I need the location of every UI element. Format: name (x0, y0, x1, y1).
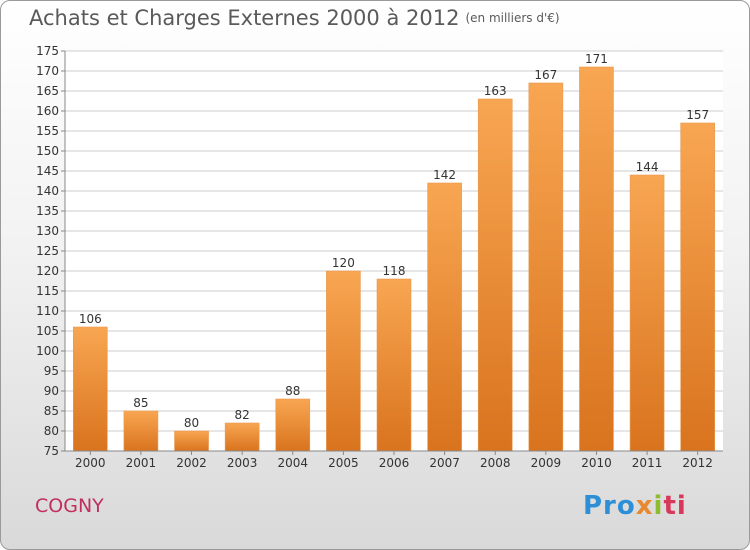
bar-2006 (376, 278, 412, 452)
y-tick-label: 145 (36, 164, 59, 178)
y-tick-label: 130 (36, 224, 59, 238)
y-tick-label: 140 (36, 184, 59, 198)
value-label-2007: 142 (433, 168, 456, 182)
x-tick-label: 2002 (176, 456, 207, 470)
x-tick-label: 2008 (480, 456, 511, 470)
y-tick-label: 165 (36, 84, 59, 98)
chart-title-text: Achats et Charges Externes 2000 à 2012 (29, 6, 460, 30)
bar-2008 (477, 98, 513, 452)
bar-2002 (174, 430, 209, 452)
x-tick-label: 2012 (682, 456, 713, 470)
bar-2010 (579, 66, 614, 452)
y-tick-label: 110 (36, 304, 59, 318)
y-tick-label: 175 (36, 44, 59, 58)
y-tick-label: 125 (36, 244, 59, 258)
x-tick-label: 2009 (531, 456, 562, 470)
value-label-2003: 82 (235, 408, 250, 422)
value-label-2002: 80 (184, 416, 199, 430)
x-tick-label: 2001 (126, 456, 157, 470)
bar-2011 (629, 174, 665, 452)
value-label-2004: 88 (285, 384, 300, 398)
y-tick-label: 160 (36, 104, 59, 118)
x-tick-label: 2003 (227, 456, 258, 470)
value-label-2006: 118 (383, 264, 406, 278)
value-label-2005: 120 (332, 256, 355, 270)
bar-2004 (275, 398, 311, 452)
chart-title: Achats et Charges Externes 2000 à 2012 (e… (29, 6, 560, 30)
value-label-2001: 85 (133, 396, 148, 410)
y-tick-label: 170 (36, 64, 59, 78)
x-tick-label: 2005 (328, 456, 359, 470)
value-label-2008: 163 (484, 84, 507, 98)
y-tick-label: 150 (36, 144, 59, 158)
value-label-2010: 171 (585, 52, 608, 66)
bar-2003 (224, 422, 260, 452)
x-tick-label: 2010 (581, 456, 612, 470)
y-tick-label: 115 (36, 284, 59, 298)
value-label-2012: 157 (686, 108, 709, 122)
y-tick-label: 85 (44, 404, 59, 418)
y-tick-label: 120 (36, 264, 59, 278)
y-tick-label: 100 (36, 344, 59, 358)
x-tick-label: 2004 (277, 456, 308, 470)
bars: 106 85 80 82 88 120 118 142 163 167 171 144 157 (73, 52, 715, 452)
axes: 75 80 85 90 95 100 105 110 115 120 125 130 135 140 145… (36, 44, 723, 470)
y-tick-label: 80 (44, 424, 59, 438)
x-tick-label: 2000 (75, 456, 106, 470)
bar-2012 (680, 122, 715, 452)
bar-2001 (123, 410, 159, 452)
value-label-2009: 167 (534, 68, 557, 82)
bar-2007 (427, 182, 462, 452)
chart-unit-label: (en milliers d'€) (465, 11, 560, 25)
value-label-2000: 106 (79, 312, 102, 326)
bar-2009 (528, 82, 564, 452)
y-tick-label: 155 (36, 124, 59, 138)
proxiti-logo: Proxiti (583, 491, 687, 521)
y-tick-label: 90 (44, 384, 59, 398)
x-tick-label: 2011 (632, 456, 663, 470)
commune-name: COGNY (35, 495, 104, 517)
x-tick-label: 2006 (379, 456, 410, 470)
value-label-2011: 144 (636, 160, 659, 174)
y-tick-label: 105 (36, 324, 59, 338)
y-tick-label: 75 (44, 444, 59, 458)
y-tick-label: 135 (36, 204, 59, 218)
y-tick-label: 95 (44, 364, 59, 378)
bar-2005 (326, 270, 361, 452)
x-tick-label: 2007 (429, 456, 460, 470)
bar-2000 (73, 326, 108, 452)
